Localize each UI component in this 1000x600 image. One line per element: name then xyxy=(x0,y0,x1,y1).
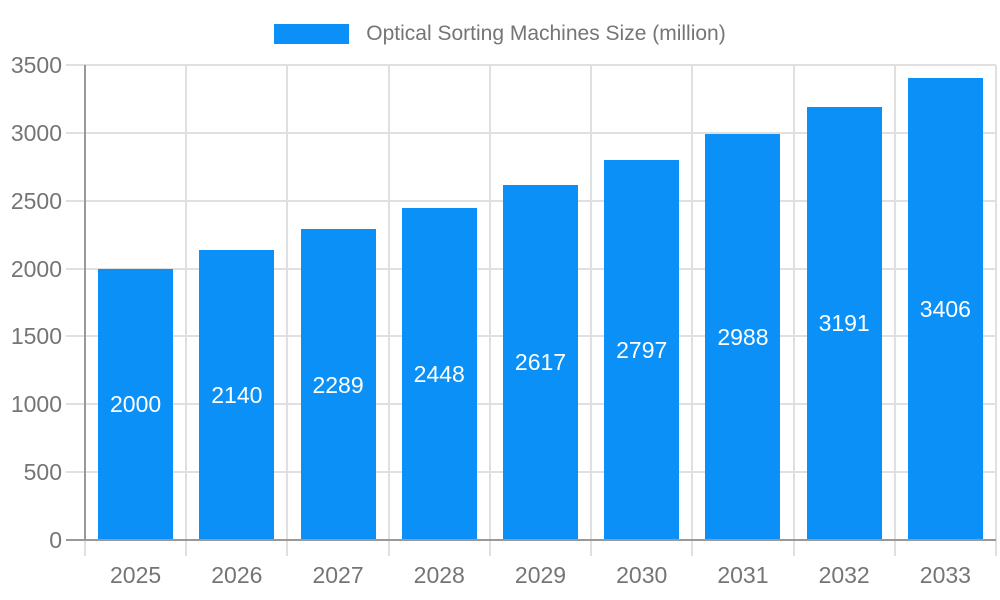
bar-value-label: 3406 xyxy=(919,295,971,322)
y-axis-line xyxy=(84,65,86,540)
bar-value-label: 2289 xyxy=(312,371,364,398)
gridline-v xyxy=(691,65,694,556)
y-axis-tick-label: 3500 xyxy=(10,52,62,78)
y-axis-tick-label: 1000 xyxy=(10,391,62,418)
bar-value-label: 3191 xyxy=(818,310,870,337)
bar-value-label: 2000 xyxy=(110,391,162,418)
gridline-h xyxy=(66,64,996,66)
y-axis-tick-label: 1500 xyxy=(10,323,62,350)
bar-value-label: 2448 xyxy=(413,360,465,387)
y-axis-tick-label: 500 xyxy=(23,459,62,486)
x-tick-mark xyxy=(84,540,86,556)
legend-swatch xyxy=(274,24,350,44)
bar-2028 xyxy=(401,207,477,540)
x-axis-tick-label: 2033 xyxy=(919,562,971,588)
legend-label: Optical Sorting Machines Size (million) xyxy=(366,22,726,45)
x-axis-tick-label: 2028 xyxy=(413,562,465,588)
gridline-v xyxy=(893,65,896,556)
bar-2026 xyxy=(199,249,275,540)
bar-2025 xyxy=(98,268,174,540)
x-axis-line xyxy=(66,539,996,541)
bar-2031 xyxy=(705,134,781,540)
gridline-h xyxy=(66,131,996,134)
bar-2032 xyxy=(806,106,882,540)
x-axis-tick-label: 2025 xyxy=(110,562,162,588)
gridline-v xyxy=(590,65,593,556)
x-axis-tick-label: 2031 xyxy=(717,562,769,588)
y-axis-tick-label: 2500 xyxy=(10,187,62,214)
gridline-v xyxy=(286,65,289,556)
gridline-v xyxy=(488,65,491,556)
gridline-v xyxy=(995,65,997,556)
bar-2030 xyxy=(604,160,680,540)
gridline-v xyxy=(792,65,795,556)
bar-value-label: 2797 xyxy=(616,337,668,364)
bar-value-label: 2617 xyxy=(514,349,567,376)
bar-value-label: 2140 xyxy=(211,381,263,408)
bar-value-label: 2988 xyxy=(717,324,769,351)
y-axis-tick-label: 0 xyxy=(49,527,62,553)
bar-2027 xyxy=(300,229,376,540)
x-axis-tick-label: 2030 xyxy=(616,562,668,588)
y-axis-tick-label: 3000 xyxy=(10,119,62,146)
x-axis-tick-label: 2027 xyxy=(312,562,364,588)
bar-2029 xyxy=(503,184,578,540)
chart-legend[interactable]: Optical Sorting Machines Size (million) xyxy=(0,21,1000,47)
x-axis-tick-label: 2032 xyxy=(818,562,870,588)
y-axis-tick-label: 2000 xyxy=(10,255,62,282)
gridline-v xyxy=(185,65,188,556)
bar-2033 xyxy=(907,77,983,540)
x-axis-tick-label: 2029 xyxy=(514,562,567,588)
x-axis-tick-label: 2026 xyxy=(211,562,263,588)
gridline-v xyxy=(387,65,390,556)
